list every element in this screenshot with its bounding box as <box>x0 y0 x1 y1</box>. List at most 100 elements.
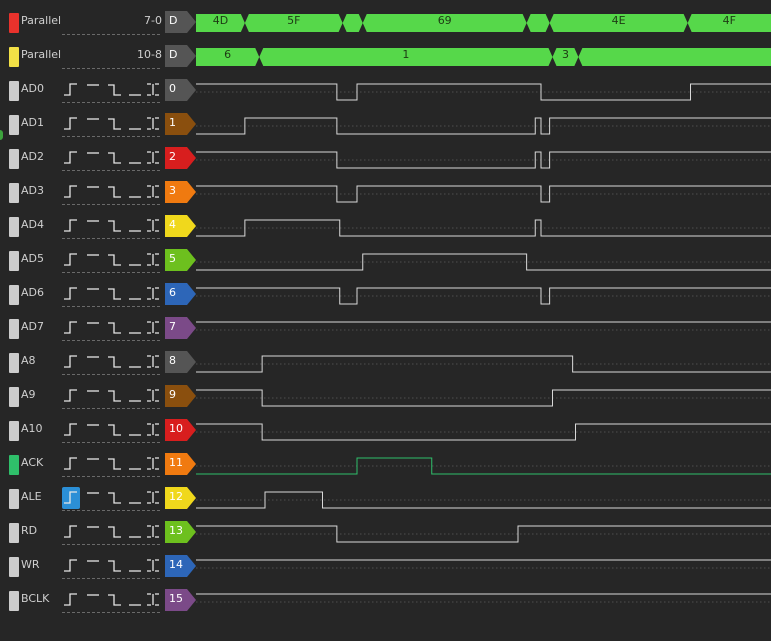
low-level-icon[interactable] <box>126 385 144 407</box>
channel-waveform[interactable] <box>196 176 771 210</box>
channel-color-tab[interactable] <box>9 387 19 407</box>
high-level-icon[interactable] <box>84 589 102 611</box>
rising-edge-icon[interactable] <box>62 385 80 407</box>
high-level-icon[interactable] <box>84 521 102 543</box>
high-level-icon[interactable] <box>84 113 102 135</box>
channel-badge[interactable]: 2 <box>165 147 196 169</box>
falling-edge-icon[interactable] <box>106 555 124 577</box>
falling-edge-icon[interactable] <box>106 113 124 135</box>
rising-edge-icon[interactable] <box>62 147 80 169</box>
channel-color-tab[interactable] <box>9 319 19 339</box>
channel-waveform[interactable] <box>196 74 771 108</box>
high-level-icon[interactable] <box>84 283 102 305</box>
falling-edge-icon[interactable] <box>106 249 124 271</box>
channel-name[interactable]: AD0 <box>21 82 44 95</box>
channel-name[interactable]: BCLK <box>21 592 50 605</box>
channel-waveform[interactable] <box>196 108 771 142</box>
bus-name[interactable]: Parallel <box>21 14 62 27</box>
low-level-icon[interactable] <box>126 79 144 101</box>
high-level-icon[interactable] <box>84 487 102 509</box>
rising-edge-icon[interactable] <box>62 419 80 441</box>
bus-waveform[interactable]: 6 1 3 <box>196 40 771 74</box>
channel-waveform[interactable] <box>196 516 771 550</box>
channel-waveform[interactable] <box>196 448 771 482</box>
any-edge-icon[interactable] <box>144 317 162 339</box>
falling-edge-icon[interactable] <box>106 385 124 407</box>
channel-color-tab[interactable] <box>9 115 19 135</box>
falling-edge-icon[interactable] <box>106 147 124 169</box>
high-level-icon[interactable] <box>84 317 102 339</box>
channel-name[interactable]: ACK <box>21 456 44 469</box>
falling-edge-icon[interactable] <box>106 521 124 543</box>
high-level-icon[interactable] <box>84 79 102 101</box>
channel-color-tab[interactable] <box>9 285 19 305</box>
falling-edge-icon[interactable] <box>106 487 124 509</box>
rising-edge-icon[interactable] <box>62 249 80 271</box>
any-edge-icon[interactable] <box>144 453 162 475</box>
low-level-icon[interactable] <box>126 113 144 135</box>
channel-badge[interactable]: 3 <box>165 181 196 203</box>
channel-badge[interactable]: 12 <box>165 487 196 509</box>
channel-waveform[interactable] <box>196 380 771 414</box>
falling-edge-icon[interactable] <box>106 79 124 101</box>
channel-color-tab[interactable] <box>9 251 19 271</box>
any-edge-icon[interactable] <box>144 181 162 203</box>
channel-color-tab[interactable] <box>9 421 19 441</box>
channel-badge[interactable]: 10 <box>165 419 196 441</box>
channel-badge[interactable]: 8 <box>165 351 196 373</box>
channel-color-tab[interactable] <box>9 523 19 543</box>
channel-badge[interactable]: 5 <box>165 249 196 271</box>
channel-waveform[interactable] <box>196 346 771 380</box>
channel-badge[interactable]: 11 <box>165 453 196 475</box>
channel-name[interactable]: AD4 <box>21 218 44 231</box>
any-edge-icon[interactable] <box>144 113 162 135</box>
high-level-icon[interactable] <box>84 215 102 237</box>
channel-waveform[interactable] <box>196 584 771 618</box>
rising-edge-icon[interactable] <box>62 317 80 339</box>
rising-edge-icon[interactable] <box>62 351 80 373</box>
channel-color-tab[interactable] <box>9 353 19 373</box>
high-level-icon[interactable] <box>84 249 102 271</box>
rising-edge-icon[interactable] <box>62 589 80 611</box>
channel-name[interactable]: WR <box>21 558 40 571</box>
high-level-icon[interactable] <box>84 147 102 169</box>
channel-badge[interactable]: D <box>165 11 196 33</box>
bus-color-tab[interactable] <box>9 47 19 67</box>
low-level-icon[interactable] <box>126 249 144 271</box>
any-edge-icon[interactable] <box>144 351 162 373</box>
channel-color-tab[interactable] <box>9 149 19 169</box>
channel-name[interactable]: ALE <box>21 490 42 503</box>
channel-waveform[interactable] <box>196 278 771 312</box>
channel-badge[interactable]: 13 <box>165 521 196 543</box>
any-edge-icon[interactable] <box>144 215 162 237</box>
bus-name[interactable]: Parallel <box>21 48 62 61</box>
bus-color-tab[interactable] <box>9 13 19 33</box>
high-level-icon[interactable] <box>84 385 102 407</box>
falling-edge-icon[interactable] <box>106 181 124 203</box>
falling-edge-icon[interactable] <box>106 351 124 373</box>
rising-edge-icon[interactable] <box>62 79 80 101</box>
high-level-icon[interactable] <box>84 419 102 441</box>
low-level-icon[interactable] <box>126 181 144 203</box>
high-level-icon[interactable] <box>84 453 102 475</box>
any-edge-icon[interactable] <box>144 487 162 509</box>
channel-name[interactable]: AD7 <box>21 320 44 333</box>
channel-waveform[interactable] <box>196 142 771 176</box>
channel-badge[interactable]: 4 <box>165 215 196 237</box>
channel-color-tab[interactable] <box>9 183 19 203</box>
rising-edge-icon[interactable] <box>62 113 80 135</box>
channel-name[interactable]: AD6 <box>21 286 44 299</box>
low-level-icon[interactable] <box>126 555 144 577</box>
any-edge-icon[interactable] <box>144 521 162 543</box>
channel-name[interactable]: A10 <box>21 422 43 435</box>
any-edge-icon[interactable] <box>144 555 162 577</box>
channel-waveform[interactable] <box>196 210 771 244</box>
low-level-icon[interactable] <box>126 147 144 169</box>
channel-badge[interactable]: 14 <box>165 555 196 577</box>
channel-waveform[interactable] <box>196 550 771 584</box>
high-level-icon[interactable] <box>84 351 102 373</box>
channel-waveform[interactable] <box>196 482 771 516</box>
channel-name[interactable]: AD3 <box>21 184 44 197</box>
falling-edge-icon[interactable] <box>106 283 124 305</box>
low-level-icon[interactable] <box>126 351 144 373</box>
